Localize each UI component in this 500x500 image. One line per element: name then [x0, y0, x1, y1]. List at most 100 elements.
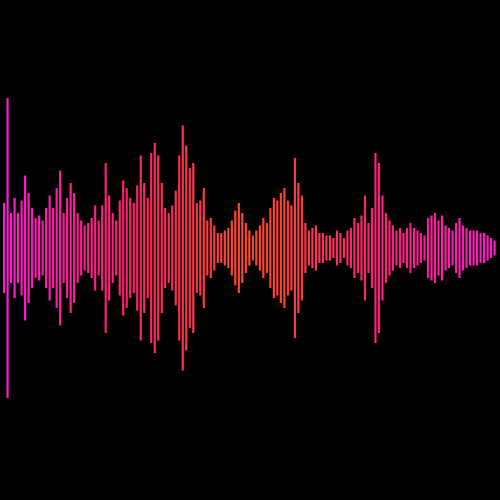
waveform-bar	[360, 215, 363, 281]
waveform-bar	[174, 190, 177, 306]
waveform-bar	[412, 228, 416, 268]
waveform-bar	[321, 233, 324, 263]
waveform-bar	[209, 218, 212, 278]
waveform-bar	[300, 195, 303, 301]
waveform-bar	[241, 213, 244, 283]
waveform-bar	[41, 220, 44, 276]
waveform-bar	[164, 208, 167, 288]
waveform-bar	[262, 218, 265, 278]
waveform-bar	[10, 213, 13, 283]
waveform-bar	[223, 230, 226, 266]
waveform-bar	[129, 198, 132, 298]
waveform-bar	[430, 215, 433, 281]
waveform-bar	[458, 218, 461, 278]
waveform-bar	[195, 203, 198, 293]
waveform-bar	[38, 215, 41, 281]
waveform-bar	[472, 230, 475, 266]
waveform-bar	[258, 225, 261, 271]
waveform-bar	[363, 195, 367, 301]
waveform-bar	[381, 195, 384, 301]
waveform-bar	[122, 180, 125, 316]
waveform-bar	[104, 163, 107, 333]
waveform-bar	[318, 233, 321, 263]
waveform-bar	[349, 228, 353, 268]
waveform-bar	[325, 235, 328, 261]
waveform-bar	[286, 200, 289, 296]
waveform-bar	[45, 208, 48, 288]
waveform-bar	[377, 163, 381, 333]
waveform-bar	[118, 200, 121, 296]
waveform-bar	[230, 220, 233, 276]
waveform-bar	[335, 230, 339, 266]
waveform-bar	[153, 143, 156, 353]
waveform-bar	[6, 98, 9, 398]
waveform-bar	[220, 233, 223, 263]
waveform-bar	[461, 225, 465, 271]
waveform-bar	[454, 223, 458, 273]
waveform-bar	[34, 218, 37, 278]
waveform-bar	[69, 183, 72, 313]
waveform-bar	[97, 220, 100, 276]
waveform-bar	[398, 228, 402, 268]
waveform-bar	[426, 218, 430, 278]
waveform-bar	[248, 230, 251, 266]
waveform-bar	[479, 233, 482, 263]
waveform-bar	[202, 188, 205, 308]
waveform-bar	[206, 220, 209, 276]
waveform-bar	[468, 230, 472, 266]
waveform-bar	[48, 195, 51, 301]
waveform-bar	[192, 163, 195, 333]
waveform-bar	[73, 193, 76, 303]
waveform-bar	[3, 203, 6, 293]
waveform-bar	[265, 223, 268, 273]
waveform-bar	[332, 238, 335, 258]
waveform-bar	[94, 205, 97, 291]
waveform-bar	[171, 205, 174, 291]
waveform-bar	[237, 203, 240, 293]
waveform-bar	[311, 228, 314, 268]
waveform-bar	[181, 125, 184, 371]
waveform-bar	[402, 233, 405, 263]
waveform-bar	[384, 213, 388, 283]
waveform-bar	[486, 235, 489, 261]
waveform-bar	[199, 200, 202, 296]
waveform-bar	[391, 225, 395, 271]
waveform-bar	[255, 230, 258, 266]
waveform-bar	[66, 198, 69, 298]
waveform-bar	[339, 233, 342, 263]
waveform-bar	[139, 155, 142, 341]
waveform-bar	[150, 153, 153, 343]
waveform-bar	[101, 205, 104, 291]
waveform-bar	[185, 145, 188, 351]
waveform-bar	[87, 223, 90, 273]
waveform-bar	[328, 235, 331, 261]
waveform-bar	[465, 228, 468, 268]
waveform-bar	[304, 223, 307, 273]
waveform-bar	[447, 228, 451, 268]
waveform-bar	[293, 158, 296, 338]
waveform-bar	[188, 168, 191, 328]
waveform-bar	[90, 218, 93, 278]
waveform-bar	[433, 213, 437, 283]
waveform-bar	[80, 220, 83, 276]
waveform-bar	[297, 183, 300, 313]
waveform-bar	[27, 193, 30, 303]
waveform-bar	[416, 230, 419, 266]
waveform-bar	[20, 200, 23, 296]
waveform-bar	[283, 188, 286, 308]
waveform-bar	[52, 208, 55, 288]
waveform-bar	[178, 155, 181, 341]
waveform-bar	[59, 170, 62, 326]
waveform-bar	[290, 205, 293, 291]
waveform-bar	[307, 230, 310, 266]
waveform-bar	[132, 203, 135, 293]
waveform-bar	[216, 233, 219, 263]
waveform-bar	[440, 215, 444, 281]
waveform-bar	[405, 228, 409, 268]
waveform-bar	[269, 208, 272, 288]
waveform-bar	[367, 223, 370, 273]
waveform-bar	[13, 198, 16, 298]
waveform-bar	[24, 175, 27, 321]
